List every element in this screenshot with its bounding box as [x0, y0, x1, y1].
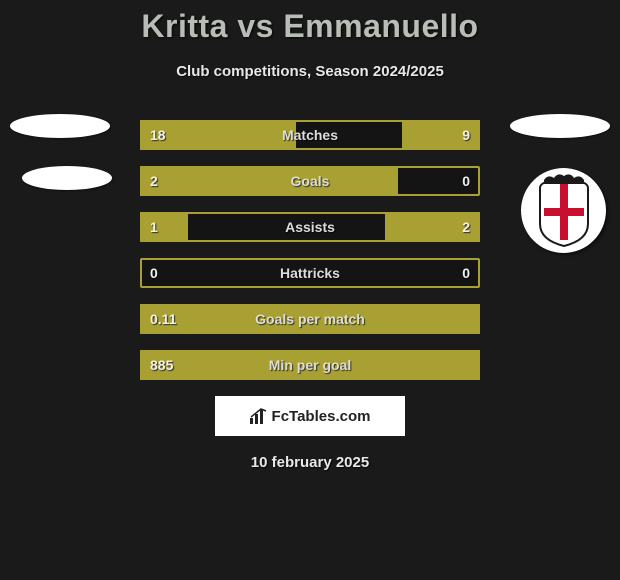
page-title: Kritta vs Emmanuello: [0, 8, 620, 45]
stat-label: Goals: [291, 173, 330, 189]
chart-icon: [250, 408, 268, 424]
stat-bars: 18 9 Matches 2 0 Goals 1 2 Assists 0 0 Hattricks 0.1…: [140, 120, 480, 380]
stat-label: Goals per match: [255, 311, 365, 327]
attribution-badge: FcTables.com: [215, 396, 405, 436]
stat-row: 1 2 Assists: [140, 212, 480, 242]
stat-row: 0 0 Hattricks: [140, 258, 480, 288]
comparison-area: 18 9 Matches 2 0 Goals 1 2 Assists 0 0 Hattricks 0.1…: [0, 120, 620, 380]
stat-row: 0.11 Goals per match: [140, 304, 480, 334]
stat-label: Assists: [285, 219, 335, 235]
stat-value-right: 0: [462, 173, 470, 189]
team-right-logo-top: [510, 114, 610, 138]
date-label: 10 february 2025: [0, 454, 620, 471]
stat-row: 2 0 Goals: [140, 166, 480, 196]
stat-fill-left: [140, 166, 398, 196]
stat-row: 18 9 Matches: [140, 120, 480, 150]
attribution-text: FcTables.com: [272, 408, 371, 425]
stat-value-right: 9: [462, 127, 470, 143]
team-left-logo-top: [10, 114, 110, 138]
team-left-logo-bottom: [22, 166, 112, 190]
page-subtitle: Club competitions, Season 2024/2025: [0, 63, 620, 80]
team-right-logo-bottom: [521, 168, 606, 253]
stat-fill-left: [140, 212, 188, 242]
stat-value-left: 2: [150, 173, 158, 189]
stat-value-right: 2: [462, 219, 470, 235]
stat-value-right: 0: [462, 265, 470, 281]
stat-row: 885 Min per goal: [140, 350, 480, 380]
stat-value-left: 0.11: [150, 311, 176, 327]
stat-value-left: 0: [150, 265, 158, 281]
stat-label: Matches: [282, 127, 338, 143]
stat-value-left: 885: [150, 357, 173, 373]
shield-cross-icon: [534, 174, 594, 248]
stat-label: Hattricks: [280, 265, 340, 281]
stat-label: Min per goal: [269, 357, 351, 373]
stat-value-left: 1: [150, 219, 158, 235]
stat-value-left: 18: [150, 127, 166, 143]
